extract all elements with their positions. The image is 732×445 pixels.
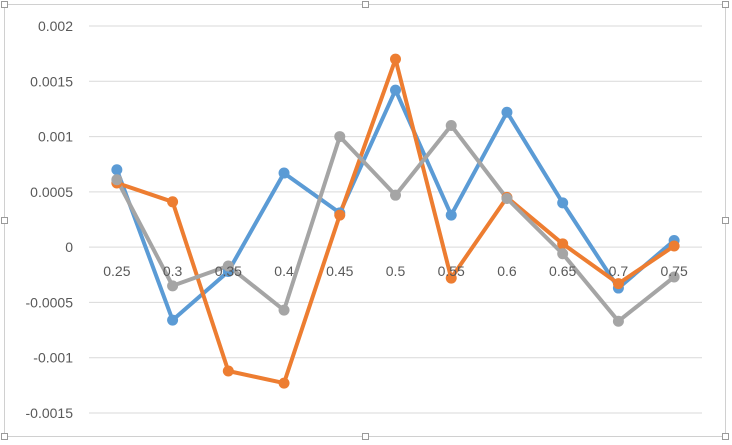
series-lines [114, 57, 677, 386]
y-tick-label: 0 [65, 239, 73, 255]
resize-handle-left[interactable] [1, 217, 8, 224]
series-3-point [445, 120, 457, 132]
x-tick-label: 0.35 [215, 263, 242, 279]
series-3-point [557, 248, 569, 260]
y-tick-label: -0.0015 [26, 405, 74, 421]
x-tick-label: 0.6 [497, 263, 517, 279]
series-2-point [334, 209, 346, 221]
series-1-point [278, 167, 290, 179]
series-2-point [612, 278, 624, 290]
y-tick-label: 0.0015 [30, 73, 73, 89]
y-tick-label: 0.001 [38, 129, 73, 145]
series-2-point [557, 238, 569, 250]
series-2-line [114, 57, 677, 386]
series-2-point [445, 272, 457, 284]
series-2-point [167, 196, 179, 208]
y-tick-label: -0.001 [33, 350, 73, 366]
resize-handle-top[interactable] [362, 1, 369, 8]
gridlines [89, 25, 702, 414]
series-1-point [390, 84, 401, 96]
series-3-point [334, 131, 346, 143]
resize-handle-bottom-left[interactable] [1, 433, 8, 440]
series-3-point [390, 189, 401, 201]
series-2-point [668, 240, 680, 252]
series-1-point [501, 106, 513, 118]
x-tick-label: 0.45 [326, 263, 353, 279]
x-tick-label: 0.4 [274, 263, 294, 279]
series-1-point [557, 197, 569, 209]
resize-handle-bottom[interactable] [362, 433, 369, 440]
x-tick-label: 0.3 [163, 263, 183, 279]
series-3-point [501, 192, 513, 204]
resize-handle-top-left[interactable] [1, 1, 8, 8]
y-tick-label: 0.002 [38, 18, 73, 34]
series-3-point [278, 304, 290, 316]
series-3-point [668, 271, 680, 283]
series-3-point [167, 280, 179, 292]
series-3-point [222, 260, 234, 272]
resize-handle-top-right[interactable] [722, 1, 729, 8]
series-2-point [222, 365, 234, 377]
resize-handle-right[interactable] [722, 217, 729, 224]
x-tick-label: 0.25 [103, 263, 130, 279]
x-tick-label: 0.5 [386, 263, 406, 279]
x-tick-label: 0.75 [661, 263, 688, 279]
series-2-point [390, 53, 401, 65]
series-points: 0.25 0.3 0.35 0.4 0.45 0.5 0.55 0.6 0.65 0.7 0.75 [103, 53, 688, 389]
x-tick-label: 0.65 [549, 263, 576, 279]
series-3-point [612, 315, 624, 327]
x-tick-label: 0.55 [438, 263, 465, 279]
series-2-point [278, 377, 290, 389]
series-1-point [167, 314, 179, 326]
series-1-point [445, 209, 457, 221]
y-tick-label: 0.0005 [30, 184, 73, 200]
y-tick-label: -0.0005 [26, 294, 74, 310]
resize-handle-bottom-right[interactable] [722, 433, 729, 440]
series-3-point [111, 174, 123, 186]
x-tick-label: 0.7 [609, 263, 629, 279]
y-axis-tick-labels: 0.002 0.0015 0.001 0.0005 0 -0.0005 -0.001 -0.0… [26, 18, 74, 421]
series-1-point [111, 164, 123, 176]
